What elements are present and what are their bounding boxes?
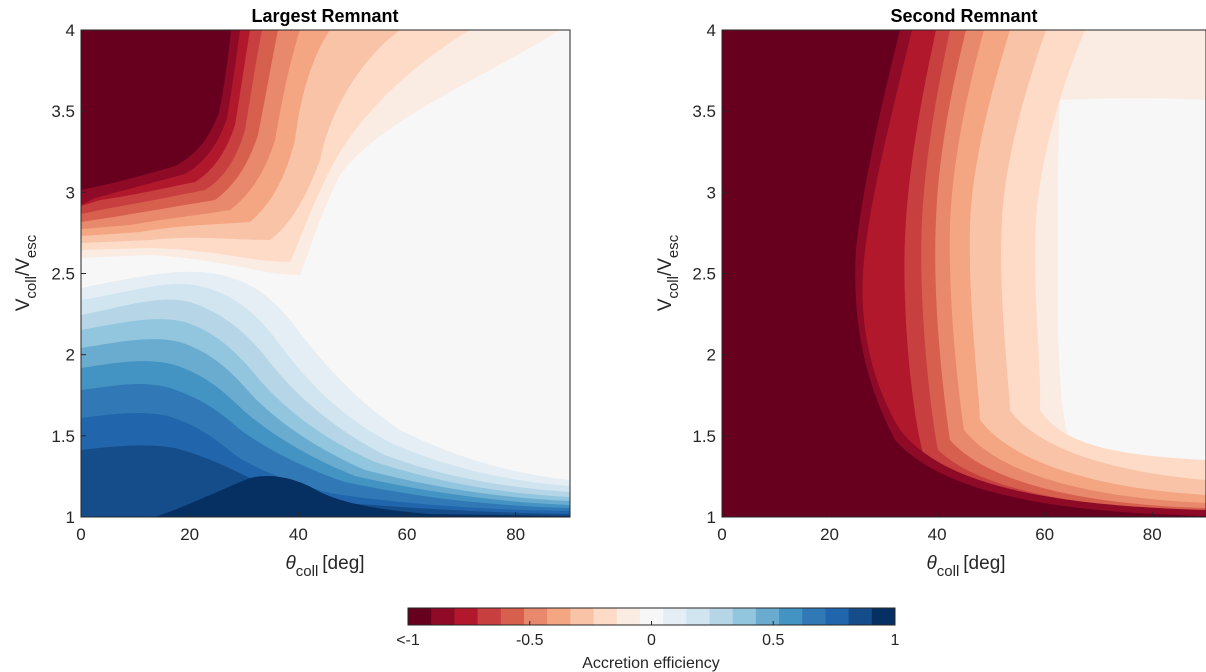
second-remnant-x-tick-label: 40 [928,525,947,544]
colorbar-cell [848,608,873,625]
colorbar: <-1 -0.5 0 0.5 1 Accretion efficiency [396,607,900,672]
second-remnant-x-axis-label: θcoll [deg] [926,553,1005,580]
largest-remnant-x-tick-label: 80 [506,525,525,544]
largest-remnant-y-sep: /V [13,258,34,276]
second-remnant-y-tick-label: 4 [707,21,716,40]
largest-remnant-x-axis-label: θcoll [deg] [285,553,364,580]
second-remnant-x-tick-label: 20 [820,525,839,544]
colorbar-cell [779,608,803,625]
second-remnant-y-tick-label: 1 [707,508,716,527]
largest-remnant-y-tick-label: 1 [66,508,75,527]
colorbar-tick-label: <-1 [396,632,420,649]
largest-remnant-panel: 0 20 40 60 80 1 1.5 2 2.5 3 3.5 4 Largest Remnant θ… [13,6,571,580]
largest-remnant-y-axis-label: Vcoll/Vesc [13,234,40,311]
second-remnant-x-unit: [deg] [963,553,1005,574]
colorbar-cell [755,608,780,625]
second-remnant-y-tick-label: 1.5 [692,427,716,446]
largest-remnant-title: Largest Remnant [251,6,398,26]
colorbar-cell [871,608,896,625]
second-remnant-x-tick-label: 60 [1035,525,1054,544]
colorbar-cell [802,608,826,625]
second-remnant-y-tick-label: 2.5 [692,265,716,284]
colorbar-cell [570,608,595,625]
largest-remnant-x-tick-label: 60 [398,525,417,544]
colorbar-label: Accretion efficiency [582,655,720,672]
colorbar-cell [477,608,502,625]
second-remnant-x-sub: coll [937,563,960,580]
largest-remnant-x-tick-label: 20 [180,525,199,544]
largest-remnant-y-tick-label: 1.5 [51,427,75,446]
largest-remnant-x-unit: [deg] [322,553,364,574]
largest-remnant-y-tick-label: 2 [66,346,75,365]
second-remnant-x-tick-label: 80 [1143,525,1162,544]
second-remnant-y-tick-label: 3.5 [692,102,716,121]
second-remnant-y-sub2: esc [665,234,682,258]
colorbar-tick-label: -0.5 [516,632,544,649]
second-remnant-y-tick-label: 3 [707,183,716,202]
second-remnant-y-sep: /V [655,258,676,276]
colorbar-tick-label: 0.5 [762,632,784,649]
colorbar-cell [547,608,571,625]
largest-remnant-y-tick-label: 3 [66,183,75,202]
second-remnant-x-symbol: θ [926,553,937,574]
colorbar-cell [616,608,641,625]
colorbar-cell [663,608,687,625]
colorbar-cell [639,608,664,625]
colorbar-cell [523,608,548,625]
colorbar-cell [593,608,618,625]
largest-remnant-x-symbol: θ [285,553,296,574]
colorbar-cell [408,608,432,625]
colorbar-tick-label: 1 [891,632,900,649]
largest-remnant-contour [81,30,570,517]
colorbar-tick-label: 0 [647,632,656,649]
colorbar-cell [454,608,479,625]
second-remnant-ticks: 0 20 40 60 80 1 1.5 2 2.5 3 3.5 4 [692,21,1161,544]
colorbar-cell [431,608,455,625]
second-remnant-y-sub1: coll [665,276,682,299]
second-remnant-x-tick-label: 0 [717,525,726,544]
largest-remnant-y-main: V [13,298,34,311]
largest-remnant-y-tick-label: 2.5 [51,265,75,284]
colorbar-ticks: <-1 -0.5 0 0.5 1 [396,621,900,649]
second-remnant-y-axis-label: Vcoll/Vesc [655,234,682,311]
colorbar-cells [408,608,896,625]
largest-remnant-x-sub: coll [296,563,319,580]
colorbar-cell [709,608,734,625]
second-remnant-y-tick-label: 2 [707,346,716,365]
largest-remnant-y-sub2: esc [23,234,40,258]
second-remnant-y-main: V [655,298,676,311]
colorbar-cell [732,608,757,625]
second-remnant-title: Second Remnant [890,6,1037,26]
largest-remnant-y-sub1: coll [23,276,40,299]
largest-remnant-x-tick-label: 0 [76,525,85,544]
largest-remnant-y-tick-label: 4 [66,21,75,40]
largest-remnant-ticks: 0 20 40 60 80 1 1.5 2 2.5 3 3.5 4 [51,21,525,544]
largest-remnant-x-tick-label: 40 [289,525,308,544]
largest-remnant-y-tick-label: 3.5 [51,102,75,121]
colorbar-cell [686,608,710,625]
colorbar-cell [500,608,525,625]
second-remnant-contour [722,30,1206,517]
colorbar-cell [825,608,850,625]
